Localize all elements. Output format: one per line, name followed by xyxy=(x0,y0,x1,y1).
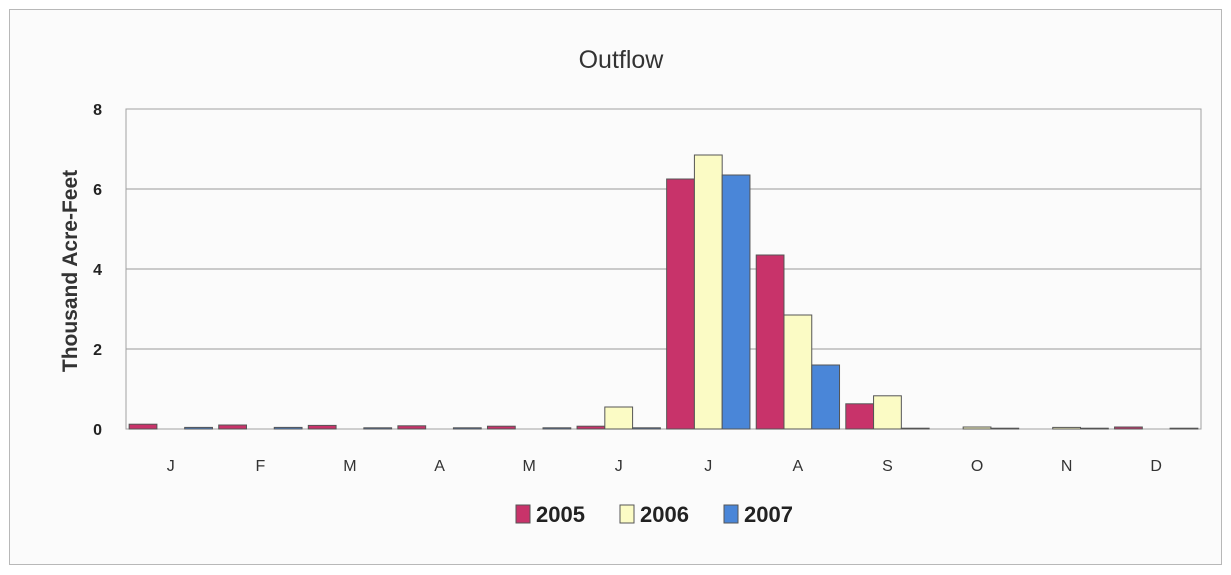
bar-2007-2 xyxy=(363,427,393,430)
legend-swatch-2007 xyxy=(723,504,739,524)
y-axis-label: Thousand Acre-Feet xyxy=(59,170,82,372)
legend-label-2006: 2006 xyxy=(640,502,689,527)
x-tick-label: A xyxy=(434,458,445,475)
y-tick-label: 4 xyxy=(93,262,102,279)
bar-2005-2 xyxy=(307,424,337,430)
legend: 2005 2006 2007 xyxy=(515,502,793,527)
y-tick-label: 2 xyxy=(93,342,102,359)
bar-2007-0 xyxy=(184,426,213,430)
bar-2007-11 xyxy=(1169,427,1199,430)
bar-2005-5 xyxy=(576,425,606,430)
bar-2007-4 xyxy=(542,427,572,430)
bar-2007-1 xyxy=(273,426,303,430)
bar-2006-7 xyxy=(783,314,813,430)
chart-title: Outflow xyxy=(579,46,665,74)
bar-2006-5 xyxy=(604,406,634,430)
y-tick-label: 6 xyxy=(93,182,102,199)
y-tick-label: 0 xyxy=(93,422,102,439)
series-2005 xyxy=(128,178,1143,430)
x-tick-label: A xyxy=(793,458,804,475)
legend-swatch-2006 xyxy=(619,504,635,524)
series-2007 xyxy=(184,174,1199,430)
legend-label-2005: 2005 xyxy=(536,502,585,527)
x-tick-label: M xyxy=(343,458,356,475)
bar-2006-9 xyxy=(962,426,992,430)
plot-area-border xyxy=(125,108,1202,430)
bar-2007-8 xyxy=(900,427,930,430)
x-tick-label: J xyxy=(615,458,623,475)
bar-2005-0 xyxy=(128,423,158,430)
bar-2005-1 xyxy=(218,424,247,430)
x-tick-label: J xyxy=(167,458,175,475)
x-tick-label: D xyxy=(1150,458,1162,475)
bar-2006-8 xyxy=(873,395,902,430)
bar-2005-6 xyxy=(666,178,695,430)
x-tick-label: F xyxy=(255,458,265,475)
x-tick-label: J xyxy=(704,458,712,475)
y-tick-labels: 0 2 4 6 8 xyxy=(93,102,102,439)
bar-2005-4 xyxy=(486,425,516,430)
series-2006 xyxy=(604,154,1082,430)
bar-2006-10 xyxy=(1052,426,1082,430)
x-tick-label: N xyxy=(1061,458,1073,475)
x-tick-label: M xyxy=(522,458,535,475)
bar-2005-8 xyxy=(845,403,875,430)
bar-2007-5 xyxy=(632,427,661,430)
legend-label-2007: 2007 xyxy=(744,502,793,527)
bar-2007-7 xyxy=(811,364,841,430)
bar-2006-6 xyxy=(693,154,723,430)
x-tick-label: O xyxy=(971,458,983,475)
x-tick-label: S xyxy=(882,458,893,475)
y-tick-label: 8 xyxy=(93,102,102,119)
bar-2005-3 xyxy=(397,425,427,430)
grid-layer xyxy=(125,108,1202,430)
legend-swatch-2005 xyxy=(515,504,531,524)
bar-2007-10 xyxy=(1080,427,1109,430)
bar-2007-9 xyxy=(990,427,1020,430)
bars-layer xyxy=(128,154,1199,430)
bar-2007-3 xyxy=(452,427,482,430)
bar-2005-7 xyxy=(755,254,785,430)
bar-2005-11 xyxy=(1114,426,1143,430)
bar-2007-6 xyxy=(721,174,751,430)
